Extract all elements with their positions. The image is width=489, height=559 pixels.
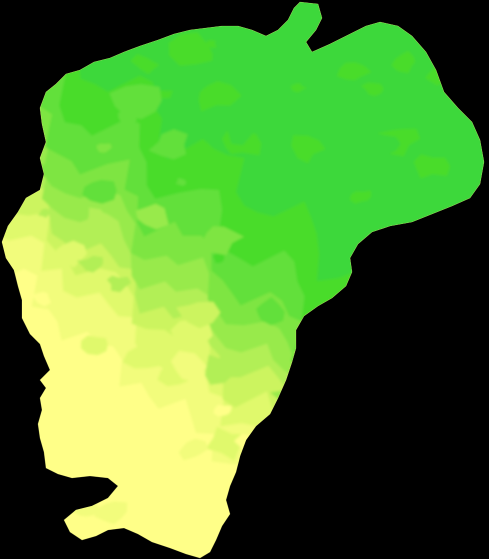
contour-patch	[94, 501, 128, 525]
contour-patch	[212, 253, 225, 263]
contour-patch	[291, 135, 326, 164]
contour-patch	[96, 143, 113, 153]
contour-patch	[297, 171, 329, 197]
contour-patch	[86, 207, 111, 232]
contour-patch	[76, 255, 103, 273]
contour-patch	[82, 179, 117, 204]
contour-patch	[81, 335, 108, 356]
contour-patch	[336, 62, 372, 81]
contour-patch	[216, 43, 240, 58]
contour-patch	[106, 275, 132, 293]
contour-patch	[148, 129, 188, 160]
contour-patch	[109, 84, 162, 120]
contour-patch	[33, 291, 52, 307]
contour-patch	[100, 201, 116, 215]
contour-patch	[116, 396, 132, 409]
contour-patch	[327, 98, 362, 119]
contour-patch	[130, 54, 160, 75]
contour-patch	[349, 190, 372, 204]
contour-patch	[117, 110, 137, 125]
contour-patch	[294, 48, 312, 60]
contour-patch	[205, 354, 236, 385]
contour-patch	[268, 93, 288, 110]
contour-patch	[175, 177, 187, 186]
contour-patch	[290, 83, 307, 93]
contour-patch	[135, 203, 169, 230]
contour-patch	[227, 122, 253, 146]
contour-patch	[148, 173, 168, 183]
contour-patch	[391, 50, 416, 74]
contour-patch	[176, 301, 221, 329]
contour-patch	[37, 208, 53, 218]
contour-band-9	[2, 2, 484, 541]
contour-patch	[231, 340, 251, 351]
contour-patch	[368, 133, 401, 155]
contour-patch	[202, 226, 245, 256]
contour-patch	[205, 426, 244, 461]
contour-patch	[170, 350, 208, 383]
contour-patch	[178, 438, 209, 461]
contour-patch	[361, 82, 384, 97]
contour-patch	[256, 296, 285, 326]
contour-patch	[213, 404, 232, 417]
contour-patch	[204, 62, 238, 90]
contour-patch	[413, 154, 451, 179]
contour-patch	[206, 40, 217, 48]
contour-patch	[198, 81, 242, 112]
contour-patch	[168, 32, 214, 66]
contour-patch	[122, 344, 163, 369]
